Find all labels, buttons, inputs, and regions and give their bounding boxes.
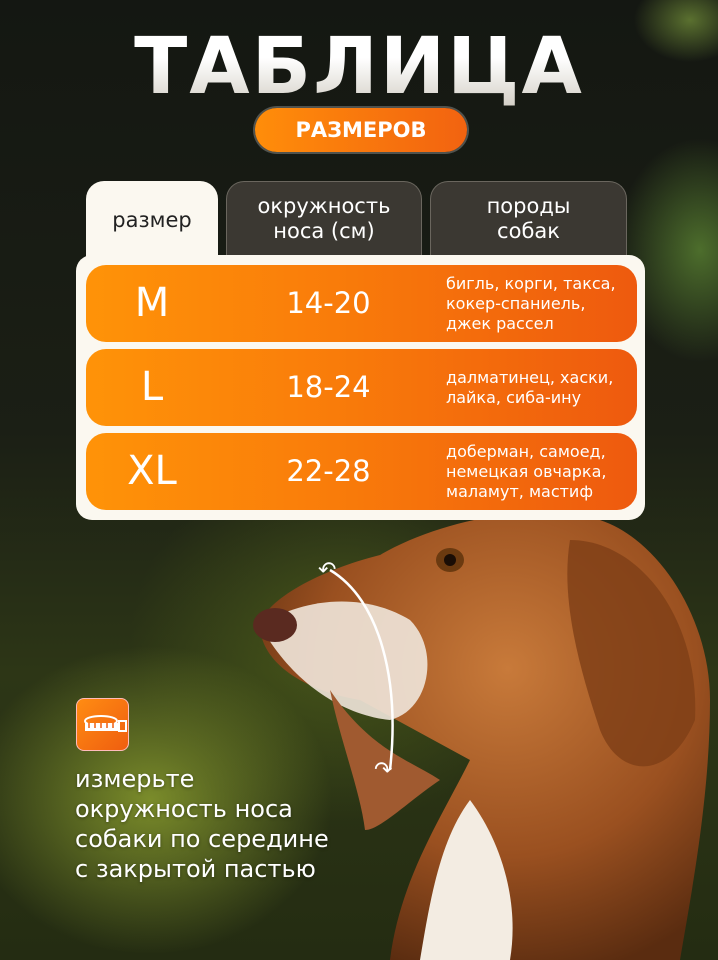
breeds-list: доберман, самоед, немецкая овчарка, мала… bbox=[446, 441, 607, 501]
header-size: размер bbox=[86, 181, 218, 259]
breeds-list: далматинец, хаски, лайка, сиба-ину bbox=[446, 367, 614, 407]
size-label: M bbox=[134, 280, 170, 326]
page-title: ТАБЛИЦА bbox=[0, 22, 718, 112]
table-row-l: L 18-24 далматинец, хаски, лайка, сиба-и… bbox=[86, 349, 637, 426]
subtitle-pill: РАЗМЕРОВ bbox=[255, 108, 467, 152]
header-nose-circumference: окружность носа (см) bbox=[226, 181, 422, 255]
range-value: 18-24 bbox=[286, 370, 371, 404]
dog-image bbox=[253, 512, 710, 960]
instruction-text: измерьте окружность носа собаки по серед… bbox=[75, 765, 329, 883]
size-label: XL bbox=[127, 448, 177, 494]
measure-arrow-top-icon: ↶ bbox=[318, 558, 337, 583]
table-row-xl: XL 22-28 доберман, самоед, немецкая овча… bbox=[86, 433, 637, 510]
breeds-list: бигль, корги, такса, кокер-спаниель, дже… bbox=[446, 273, 616, 333]
size-label: L bbox=[140, 364, 164, 410]
measure-curve bbox=[329, 568, 394, 771]
header-breeds: породы собак bbox=[430, 181, 627, 255]
size-table: M 14-20 бигль, корги, такса, кокер-спани… bbox=[76, 255, 645, 520]
measuring-tape-icon bbox=[76, 698, 129, 751]
table-row-m: M 14-20 бигль, корги, такса, кокер-спани… bbox=[86, 265, 637, 342]
range-value: 22-28 bbox=[286, 454, 371, 488]
measure-arrow-bottom-icon: ↷ bbox=[374, 758, 393, 783]
range-value: 14-20 bbox=[286, 286, 371, 320]
